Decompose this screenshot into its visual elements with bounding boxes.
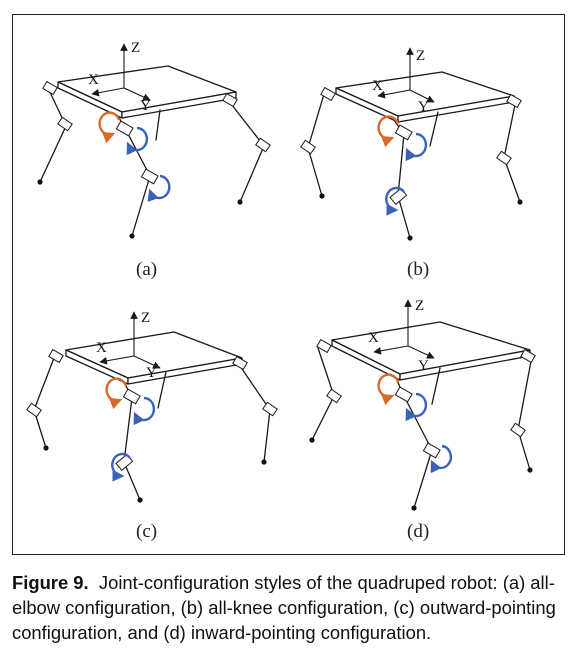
axis-x-label: X [368,330,379,346]
body-plate [316,321,536,381]
leg-back-right [239,365,278,465]
axis-x-label: X [88,72,99,88]
hip-rotation-marker [98,111,121,144]
axis-z-label: Z [416,48,425,64]
body-plate [42,65,238,119]
leg-front-right [157,371,167,409]
caption-text: Joint-configuration styles of the quadru… [12,572,556,643]
leg-back-right [496,99,523,205]
panel-label-a: (a) [136,259,157,280]
coordinate-axes: Z X Y [88,40,151,114]
knee-rotation-marker [405,392,428,422]
leg-front-right [155,109,161,141]
axis-x-label: X [96,340,107,356]
panel-label-c: (c) [136,521,157,542]
panel-d: Z X Y (d) [309,298,536,542]
panel-label-b: (b) [407,259,429,280]
axis-z-label: Z [141,310,150,326]
leg-back-left [300,93,325,199]
hip-rotation-marker [377,115,400,148]
panel-a: Z X Y (a) [37,40,271,280]
axis-z-label: Z [131,40,140,56]
leg-back-left [37,87,73,185]
coordinate-axes: Z X Y [96,310,161,381]
diagram: Z X Y (a) [26,40,536,542]
axis-y-label: Y [146,365,157,381]
leg-front-right [431,367,441,405]
leg-front-left [98,111,171,239]
body-plate [320,71,522,123]
axis-y-label: Y [418,358,429,374]
ankle-rotation-marker [385,186,405,216]
hip-rotation-marker [377,373,400,406]
figure-caption: Figure 9. Joint-configuration styles of … [12,570,568,645]
knee-rotation-marker [405,132,428,162]
coordinate-axes: Z X Y [368,298,435,374]
leg-back-left [309,347,342,443]
leg-front-left [377,373,453,511]
leg-back-right [227,99,271,205]
ankle-rotation-marker [430,444,453,474]
coordinate-axes: Z X Y [372,47,435,115]
leg-front-left [105,377,156,503]
panel-label-d: (d) [407,521,429,542]
axis-y-label: Y [418,99,429,115]
hip-rotation-marker [105,377,128,410]
axis-x-label: X [372,78,383,94]
knee-rotation-marker [133,396,156,426]
leg-front-left [377,115,428,241]
leg-back-right [510,355,533,473]
knee-rotation-marker [126,126,149,156]
body-plate [48,331,248,385]
ankle-rotation-marker [147,174,171,203]
panel-c: Z X Y (c) [26,310,278,542]
ankle-rotation-marker [111,452,131,482]
leg-front-right [429,111,439,147]
leg-back-left [26,357,55,451]
panel-b: Z X Y (b) [300,47,523,280]
axis-z-label: Z [415,298,424,314]
caption-lead: Figure 9. [12,572,89,593]
axis-y-label: Y [140,98,151,114]
